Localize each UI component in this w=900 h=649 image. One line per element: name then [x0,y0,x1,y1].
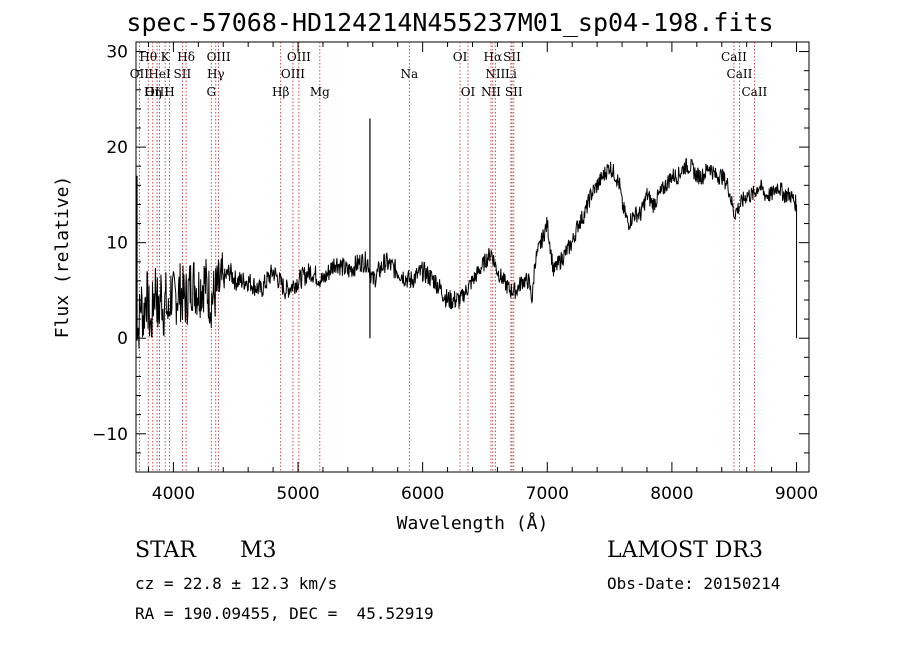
line-label: OI [453,50,468,64]
line-label: OI [461,85,476,99]
x-tick-label: 6000 [401,484,444,504]
line-label: Hβ [272,85,289,99]
x-tick-label: 7000 [526,484,569,504]
line-label: Hθ [139,50,157,64]
line-label: OIII [207,50,231,64]
line-label: CaII [721,50,747,64]
line-label: HeI [148,67,171,81]
line-label: Li [505,67,517,81]
x-axis-label: Wavelength (Å) [397,512,549,534]
coordinates: RA = 190.09455, DEC = 45.52919 [135,604,434,623]
line-label: OIII [145,85,169,99]
line-label: SII [503,50,521,64]
y-tick-label: 20 [106,138,128,158]
line-label: OIII [287,50,311,64]
line-label: Hη [144,85,162,99]
line-label: Hα [484,50,503,64]
y-axis-label: Flux (relative) [52,176,73,339]
y-tick-label: 10 [106,234,128,254]
star-class: STAR [135,538,196,563]
survey-name: LAMOST DR3 [607,538,763,563]
line-label: K [161,50,171,64]
chart-title: spec-57068-HD124214N455237M01_sp04-198.f… [126,8,774,37]
obs-date: Obs-Date: 20150214 [607,574,781,593]
line-label: Mg [310,85,330,99]
y-tick-label: 30 [106,43,128,63]
y-tick-label: −10 [92,425,128,445]
x-tick-label: 8000 [650,484,693,504]
plot-frame [135,41,810,473]
x-tick-label: 4000 [152,484,195,504]
line-label: NII [485,67,505,81]
line-label: CaII [727,67,753,81]
line-label: Na [400,67,418,81]
line-label: G [206,85,216,99]
x-tick-label: 5000 [276,484,319,504]
cz-value: cz = 22.8 ± 12.3 km/s [135,574,338,593]
line-label: SII [174,67,192,81]
y-tick-label: 0 [117,329,128,349]
spectrum-line [135,158,797,349]
line-label: NII [481,85,501,99]
line-label: CaII [741,85,767,99]
line-label: OII [130,67,150,81]
line-label: H [164,85,174,99]
line-label: SII [505,85,523,99]
line-label: OIII [281,67,305,81]
x-tick-label: 9000 [775,484,818,504]
line-label: Hδ [177,50,195,64]
star-subclass: M3 [240,538,277,563]
line-label: Hγ [207,67,225,81]
